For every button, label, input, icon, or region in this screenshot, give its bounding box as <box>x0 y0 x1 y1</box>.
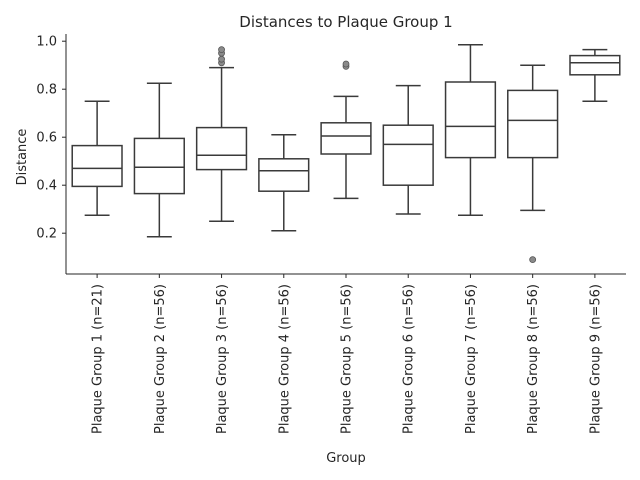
iqr-box <box>195 126 248 171</box>
box-group <box>258 134 310 232</box>
box-group <box>507 64 559 264</box>
iqr-box <box>71 144 123 188</box>
x-ticks: Plaque Group 1 (n=21) Plaque Group 2 (n=5… <box>91 274 603 434</box>
outlier-point <box>529 256 537 264</box>
box-group <box>71 100 123 216</box>
iqr-box <box>507 89 559 159</box>
x-tick-label: Plaque Group 6 (n=56) <box>402 284 417 434</box>
iqr-box <box>382 124 434 186</box>
x-tick-label: Plaque Group 4 (n=56) <box>277 284 292 434</box>
x-axis-label: Group <box>326 451 366 466</box>
x-tick-label: Plaque Group 5 (n=56) <box>340 284 355 434</box>
box-group <box>444 44 497 216</box>
iqr-box <box>320 122 372 155</box>
x-tick-label: Plaque Group 8 (n=56) <box>526 284 541 434</box>
x-tick-label: Plaque Group 1 (n=21) <box>91 284 106 434</box>
box-group <box>133 82 185 238</box>
y-tick-label: 0.2 <box>36 227 57 242</box>
outlier-point <box>342 60 350 68</box>
x-tick-label: Plaque Group 9 (n=56) <box>588 284 603 434</box>
outlier-point <box>218 46 225 53</box>
x-tick-label: Plaque Group 7 (n=56) <box>464 284 479 434</box>
iqr-box <box>133 137 185 195</box>
y-ticks: 0.2 0.4 0.6 0.8 1.0 <box>36 35 66 242</box>
x-tick-label: Plaque Group 3 (n=56) <box>215 284 230 434</box>
box-group <box>320 60 372 200</box>
y-tick-label: 0.4 <box>36 179 57 194</box>
iqr-box <box>258 158 310 192</box>
box-group <box>195 46 248 222</box>
y-axis-label: Distance <box>15 129 30 186</box>
iqr-box <box>569 54 621 76</box>
outlier-point <box>218 55 225 63</box>
y-tick-label: 0.6 <box>36 131 57 146</box>
box-group <box>569 48 621 102</box>
box-group <box>382 84 434 215</box>
iqr-box <box>444 81 497 159</box>
chart-title: Distances to Plaque Group 1 <box>239 13 452 31</box>
y-tick-label: 1.0 <box>36 35 57 50</box>
x-tick-label: Plaque Group 2 (n=56) <box>153 284 168 434</box>
y-tick-label: 0.8 <box>36 83 57 98</box>
boxes <box>71 44 621 264</box>
